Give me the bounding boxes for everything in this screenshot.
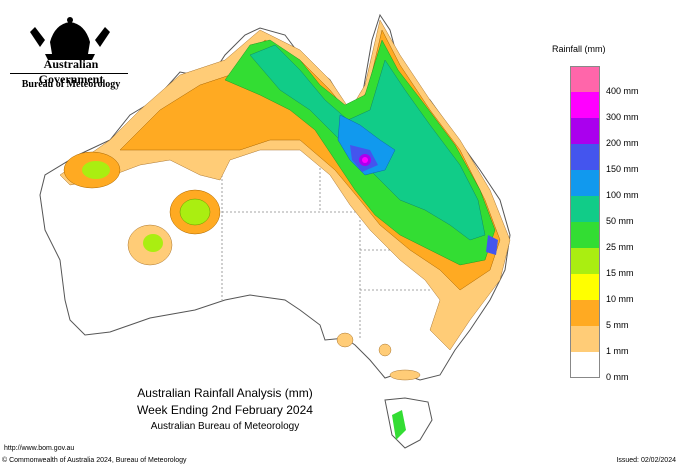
rain-zone-blue-east — [486, 235, 498, 255]
legend-label: 50 mm — [606, 216, 634, 226]
rain-peak-pink — [362, 157, 368, 163]
tasmania-outline — [384, 397, 433, 449]
legend-swatch — [570, 300, 600, 326]
source-url: http://www.bom.gov.au — [4, 445, 75, 452]
legend-swatch — [570, 222, 600, 248]
coat-of-arms-icon — [30, 17, 110, 60]
legend-label: 400 mm — [606, 86, 639, 96]
legend-swatch — [570, 144, 600, 170]
legend-label: 15 mm — [606, 268, 634, 278]
rain-patch-wa-coast-core — [82, 161, 110, 179]
legend-label: 200 mm — [606, 138, 639, 148]
legend-label: 100 mm — [606, 190, 639, 200]
legend-swatch — [570, 92, 600, 118]
bureau-name: Bureau of Meteorology — [21, 79, 121, 90]
legend-label: 150 mm — [606, 164, 639, 174]
legend-title: Rainfall (mm) — [552, 44, 606, 54]
government-name: Australian Government — [38, 57, 104, 86]
legend-frame — [570, 66, 600, 378]
copyright-notice: © Commonwealth of Australia 2024, Bureau… — [2, 457, 187, 464]
map-title: Australian Rainfall Analysis (mm) — [137, 386, 313, 400]
rain-patch-sa-2 — [378, 343, 392, 357]
legend-label: 1 mm — [606, 346, 629, 356]
rain-patch-wa-2-core — [143, 234, 163, 252]
rain-patch-wa-1-core — [179, 198, 211, 226]
legend-label: 25 mm — [606, 242, 634, 252]
legend-label: 300 mm — [606, 112, 639, 122]
header-divider — [10, 73, 128, 74]
map-credit: Australian Bureau of Meteorology — [150, 421, 300, 432]
legend-label: 0 mm — [606, 372, 629, 382]
tasmania-rain — [392, 410, 406, 440]
rain-patch-sa — [336, 332, 354, 348]
legend-swatch — [570, 196, 600, 222]
legend-label: 5 mm — [606, 320, 629, 330]
legend-label: 10 mm — [606, 294, 634, 304]
rain-patch-vic — [389, 369, 421, 381]
issued-date: Issued: 02/02/2024 — [616, 457, 676, 464]
map-subtitle: Week Ending 2nd February 2024 — [137, 403, 313, 417]
